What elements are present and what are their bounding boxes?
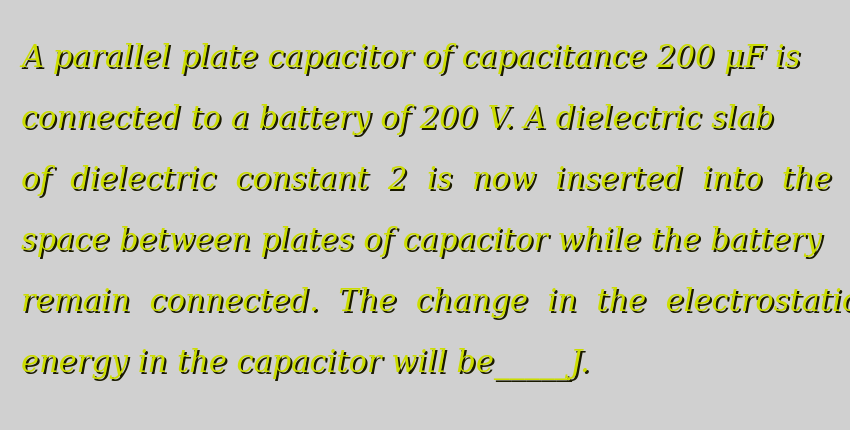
Text: connected to a battery of 200 V. A dielectric slab: connected to a battery of 200 V. A diele… — [21, 104, 774, 135]
Text: energy in the capacitor will be_____J.: energy in the capacitor will be_____J. — [21, 348, 590, 380]
Text: remain  connected.  The  change  in  the  electrostatic: remain connected. The change in the elec… — [21, 287, 850, 318]
Text: space between plates of capacitor while the battery: space between plates of capacitor while … — [21, 226, 822, 257]
Text: remain  connected.  The  change  in  the  electrostatic: remain connected. The change in the elec… — [23, 289, 850, 320]
Text: of  dielectric  constant  2  is  now  inserted  into  the: of dielectric constant 2 is now inserted… — [23, 167, 834, 198]
Text: A parallel plate capacitor of capacitance 200 μF is: A parallel plate capacitor of capacitanc… — [23, 45, 802, 76]
Text: connected to a battery of 200 V. A dielectric slab: connected to a battery of 200 V. A diele… — [23, 106, 776, 137]
Text: energy in the capacitor will be_____J.: energy in the capacitor will be_____J. — [23, 350, 592, 382]
Text: space between plates of capacitor while the battery: space between plates of capacitor while … — [23, 228, 824, 259]
Text: A parallel plate capacitor of capacitance 200 μF is: A parallel plate capacitor of capacitanc… — [21, 43, 801, 74]
Text: of  dielectric  constant  2  is  now  inserted  into  the: of dielectric constant 2 is now inserted… — [21, 165, 832, 196]
